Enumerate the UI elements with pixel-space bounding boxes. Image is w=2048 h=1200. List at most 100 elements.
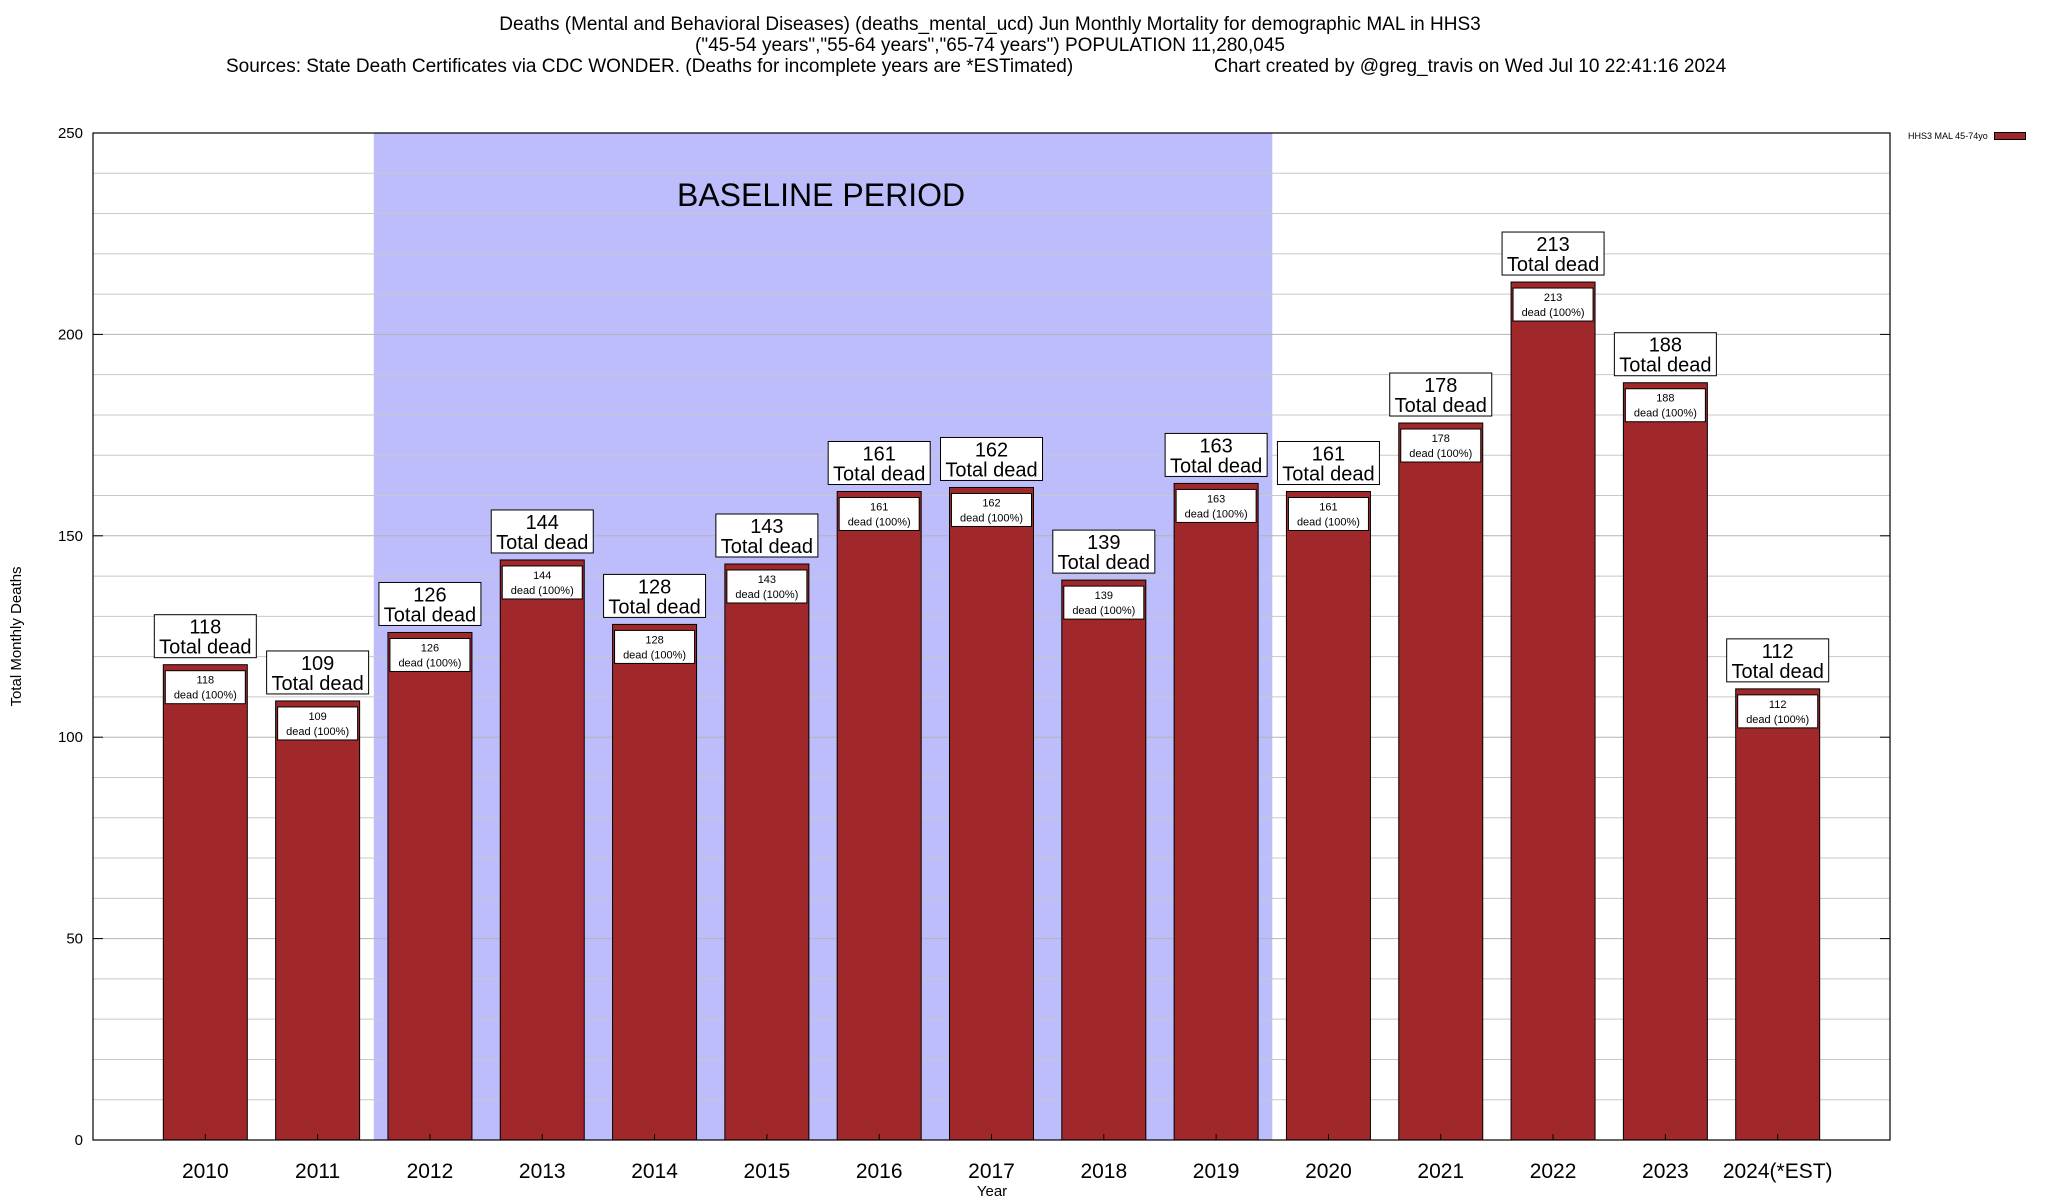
x-tick-label: 2019 (1193, 1160, 1240, 1183)
inner-percent-label: dead (100%) (1185, 508, 1248, 520)
inner-label-box (1175, 488, 1257, 523)
inner-value-label: 161 (870, 501, 888, 513)
y-axis-label: Total Monthly Deaths (8, 566, 25, 706)
total-dead-label: Total dead (1732, 661, 1824, 683)
x-tick-label: 2014 (631, 1160, 678, 1183)
legend-swatch (1993, 132, 2026, 140)
total-value-label: 139 (1087, 532, 1120, 554)
total-label-box (1164, 432, 1268, 477)
inner-label-box (726, 569, 808, 604)
chart-title: Deaths (Mental and Behavioral Diseases) … (0, 14, 1980, 56)
inner-value-label: 126 (421, 642, 439, 654)
total-label-box (266, 650, 370, 695)
inner-percent-label: dead (100%) (1746, 714, 1809, 726)
bar (1061, 579, 1147, 1141)
bar (275, 700, 361, 1141)
total-value-label: 112 (1762, 641, 1794, 663)
inner-value-label: 128 (645, 634, 663, 646)
total-label-box (490, 509, 594, 554)
y-tick-label: 100 (58, 729, 83, 746)
y-tick-label: 0 (75, 1132, 83, 1149)
inner-percent-label: dead (100%) (1522, 307, 1585, 319)
inner-percent-label: dead (100%) (286, 726, 349, 738)
bar (1735, 688, 1821, 1141)
total-label-box (153, 614, 257, 659)
total-value-label: 143 (750, 516, 783, 538)
total-label-box (715, 513, 819, 558)
x-tick-label: 2017 (968, 1160, 1015, 1183)
inner-label-box (614, 629, 696, 664)
total-dead-label: Total dead (271, 673, 363, 695)
total-label-box (1052, 529, 1156, 574)
total-label-box (827, 440, 931, 485)
x-tick-label: 2012 (407, 1160, 454, 1183)
total-label-box (1726, 638, 1830, 683)
x-tick-label: 2011 (295, 1160, 340, 1183)
total-dead-label: Total dead (1058, 552, 1150, 574)
total-label-box (1613, 332, 1717, 377)
title-line-1: Deaths (Mental and Behavioral Diseases) … (499, 14, 1481, 35)
total-dead-label: Total dead (608, 596, 700, 618)
bar (162, 664, 248, 1141)
total-value-label: 213 (1536, 234, 1569, 256)
total-value-label: 128 (638, 576, 671, 598)
inner-label-box (838, 496, 920, 531)
inner-percent-label: dead (100%) (511, 585, 574, 597)
bar (1285, 490, 1371, 1141)
inner-percent-label: dead (100%) (398, 657, 461, 669)
inner-value-label: 161 (1319, 501, 1337, 513)
total-label-box (1276, 440, 1380, 485)
inner-value-label: 144 (533, 570, 551, 582)
inner-percent-label: dead (100%) (848, 516, 911, 528)
inner-value-label: 188 (1656, 393, 1674, 405)
x-tick-label: 2013 (519, 1160, 566, 1183)
total-value-label: 178 (1424, 375, 1457, 397)
total-value-label: 163 (1199, 435, 1232, 457)
inner-label-box (164, 670, 246, 705)
inner-label-box (501, 565, 583, 600)
inner-label-box (389, 637, 471, 672)
inner-percent-label: dead (100%) (1634, 408, 1697, 420)
total-dead-label: Total dead (1282, 463, 1374, 485)
x-tick-label: 2015 (744, 1160, 791, 1183)
total-dead-label: Total dead (159, 637, 251, 659)
bar (724, 563, 810, 1141)
inner-label-box (1737, 694, 1819, 729)
inner-value-label: 213 (1544, 292, 1562, 304)
total-value-label: 118 (189, 617, 221, 639)
y-tick-label: 150 (58, 528, 83, 545)
total-label-box (378, 581, 482, 626)
bar (499, 559, 585, 1141)
x-tick-label: 2021 (1417, 1160, 1464, 1183)
inner-label-box (1063, 585, 1145, 620)
bar (612, 623, 698, 1141)
baseline-label: BASELINE PERIOD (677, 177, 965, 213)
plot-frame (92, 132, 1891, 1141)
x-tick-label: 2023 (1642, 1160, 1689, 1183)
total-dead-label: Total dead (1170, 455, 1262, 477)
bar (1510, 281, 1596, 1141)
inner-percent-label: dead (100%) (174, 690, 237, 702)
total-value-label: 109 (301, 653, 334, 675)
total-value-label: 161 (1312, 443, 1345, 465)
bar (1398, 422, 1484, 1141)
total-value-label: 126 (413, 584, 446, 606)
inner-value-label: 163 (1207, 493, 1225, 505)
total-dead-label: Total dead (1395, 395, 1487, 417)
total-dead-label: Total dead (1619, 355, 1711, 377)
bar (1622, 382, 1708, 1141)
x-tick-label: 2018 (1080, 1160, 1127, 1183)
total-dead-label: Total dead (1507, 254, 1599, 276)
y-tick-label: 250 (58, 125, 83, 142)
inner-value-label: 178 (1432, 433, 1450, 445)
inner-label-box (1400, 428, 1482, 463)
inner-label-box (1512, 287, 1594, 322)
total-label-box (1501, 231, 1605, 276)
legend-label: HHS3 MAL 45-74yo (1908, 131, 1988, 141)
x-axis-label: Year (977, 1183, 1007, 1200)
inner-percent-label: dead (100%) (623, 649, 686, 661)
inner-value-label: 118 (197, 675, 215, 687)
x-tick-label: 2020 (1305, 1160, 1352, 1183)
inner-value-label: 143 (758, 574, 776, 586)
